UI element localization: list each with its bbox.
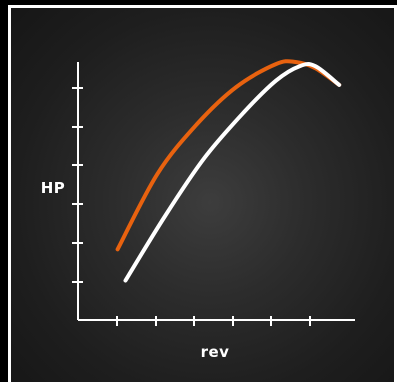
ticks xyxy=(72,87,311,326)
series-line-1 xyxy=(115,59,342,252)
y-axis-label: HP xyxy=(41,179,66,197)
x-axis-label: rev xyxy=(201,343,230,361)
series-line-2 xyxy=(123,62,342,283)
series-lines xyxy=(115,59,342,283)
axes xyxy=(77,62,355,321)
